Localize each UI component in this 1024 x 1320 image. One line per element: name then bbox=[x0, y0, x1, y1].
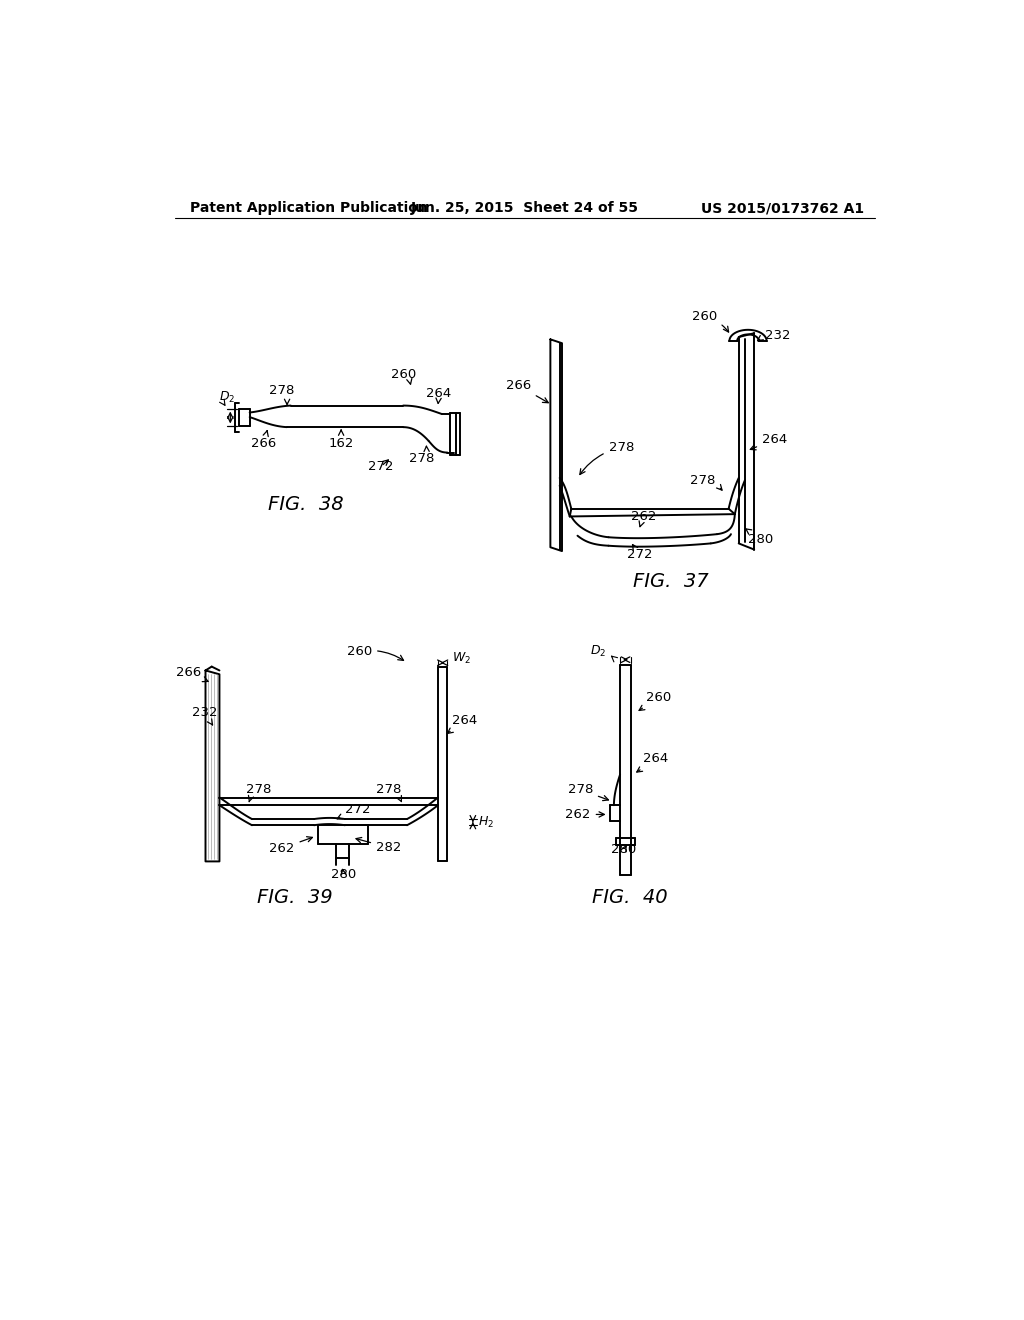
Text: FIG.  40: FIG. 40 bbox=[593, 888, 668, 907]
Text: 278: 278 bbox=[409, 446, 434, 465]
Text: US 2015/0173762 A1: US 2015/0173762 A1 bbox=[701, 202, 864, 215]
Text: 278: 278 bbox=[580, 441, 634, 474]
Text: 278: 278 bbox=[246, 783, 271, 801]
Text: 280: 280 bbox=[611, 843, 637, 857]
Text: 232: 232 bbox=[191, 706, 217, 725]
Text: 272: 272 bbox=[627, 545, 652, 561]
Text: 232: 232 bbox=[758, 329, 791, 342]
Text: 262: 262 bbox=[269, 837, 312, 855]
Text: 264: 264 bbox=[426, 387, 452, 404]
Text: 278: 278 bbox=[376, 783, 401, 801]
Text: 278: 278 bbox=[269, 384, 295, 404]
Text: 272: 272 bbox=[369, 459, 394, 473]
Text: 266: 266 bbox=[506, 379, 548, 403]
Text: 278: 278 bbox=[690, 474, 722, 490]
Text: 264: 264 bbox=[637, 752, 669, 772]
Text: 280: 280 bbox=[745, 528, 773, 546]
Text: $H_2$: $H_2$ bbox=[478, 814, 495, 830]
Text: 266: 266 bbox=[251, 430, 276, 450]
Text: 260: 260 bbox=[639, 690, 671, 710]
Text: 282: 282 bbox=[356, 837, 401, 854]
Text: 266: 266 bbox=[176, 667, 208, 681]
Text: 260: 260 bbox=[347, 644, 403, 660]
Text: 260: 260 bbox=[391, 367, 417, 384]
Text: $D_2$: $D_2$ bbox=[590, 644, 606, 659]
Text: $D_2$: $D_2$ bbox=[219, 389, 234, 405]
Text: FIG.  37: FIG. 37 bbox=[633, 573, 709, 591]
Text: 262: 262 bbox=[565, 808, 604, 821]
Text: 260: 260 bbox=[692, 310, 729, 333]
Text: 278: 278 bbox=[567, 783, 608, 801]
Text: 264: 264 bbox=[447, 714, 477, 734]
Text: 264: 264 bbox=[751, 433, 787, 450]
Text: 272: 272 bbox=[337, 803, 371, 818]
Text: 162: 162 bbox=[329, 430, 354, 450]
Text: 262: 262 bbox=[631, 510, 656, 527]
Text: FIG.  38: FIG. 38 bbox=[268, 495, 344, 515]
Text: Patent Application Publication: Patent Application Publication bbox=[190, 202, 428, 215]
Text: 280: 280 bbox=[331, 869, 356, 880]
Text: FIG.  39: FIG. 39 bbox=[257, 888, 333, 907]
Text: $W_2$: $W_2$ bbox=[452, 651, 471, 667]
Text: Jun. 25, 2015  Sheet 24 of 55: Jun. 25, 2015 Sheet 24 of 55 bbox=[411, 202, 639, 215]
